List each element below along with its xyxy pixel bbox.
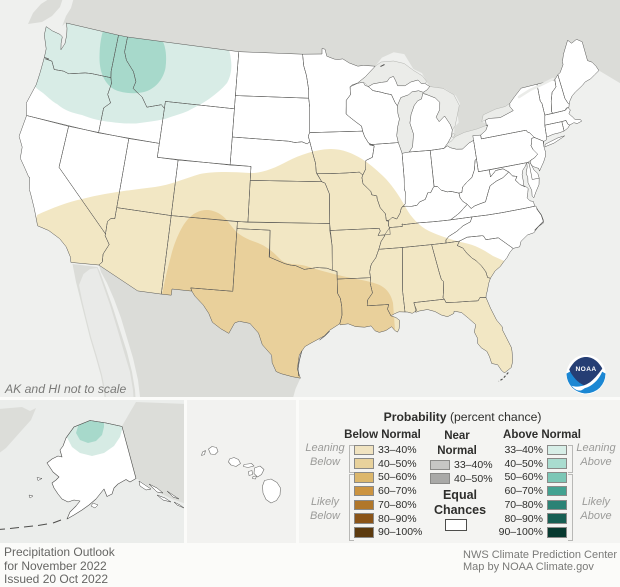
svg-text:AK and HI not to scale: AK and HI not to scale: [4, 382, 126, 396]
svg-text:NOAA: NOAA: [575, 366, 596, 373]
